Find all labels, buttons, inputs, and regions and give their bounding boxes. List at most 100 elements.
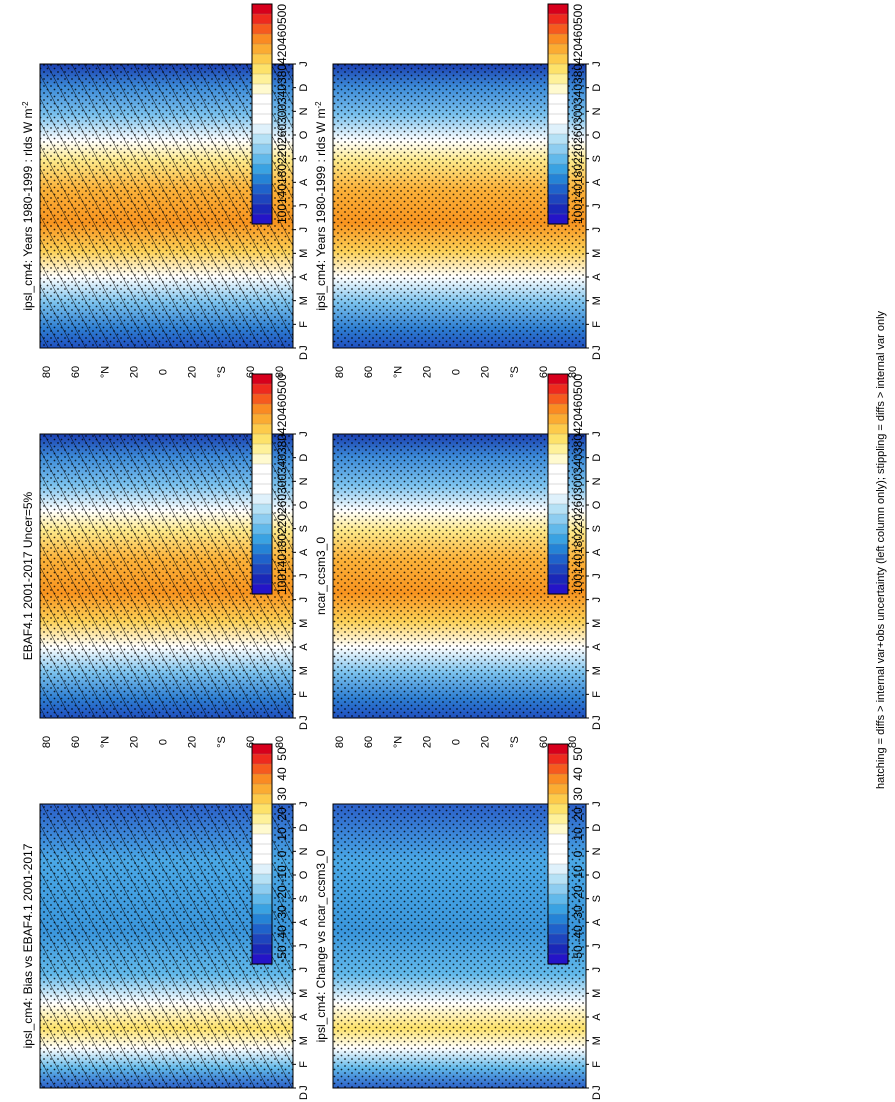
- colorbar-swatch: [251, 573, 273, 585]
- x-tick-label: J: [298, 61, 310, 67]
- colorbar-label: 340: [275, 84, 289, 104]
- x-tick-label: A: [298, 548, 310, 556]
- colorbar-swatch: [251, 213, 273, 225]
- colorbar-swatch: [251, 173, 273, 185]
- colorbar-swatch: [547, 493, 569, 505]
- colorbar-swatch: [547, 183, 569, 195]
- colorbar-swatch: [251, 493, 273, 505]
- x-tick-label: J: [298, 597, 310, 603]
- colorbar-swatch: [251, 43, 273, 55]
- colorbar-label: 300: [275, 474, 289, 494]
- colorbar-swatch: [547, 823, 569, 835]
- y-tick-label: 80: [334, 736, 346, 748]
- colorbar-swatch: [251, 793, 273, 805]
- x-tick-label: S: [298, 895, 310, 902]
- colorbar-label: 220: [275, 144, 289, 164]
- colorbar-label: 380: [275, 434, 289, 454]
- colorbar-swatch: [547, 103, 569, 115]
- colorbar-swatch: [251, 803, 273, 815]
- y-tick-label: 60: [363, 366, 375, 378]
- colorbar-label: -50: [571, 945, 585, 963]
- colorbar-swatch: [251, 823, 273, 835]
- colorbar-label: 180: [571, 534, 585, 554]
- colorbar-label: -40: [275, 925, 289, 943]
- colorbar-swatch: [547, 73, 569, 85]
- colorbar-swatch: [251, 83, 273, 95]
- colorbar-frame: [251, 3, 273, 225]
- colorbar-swatch: [251, 443, 273, 455]
- colorbar-label: -10: [275, 865, 289, 883]
- colorbar-frame: [251, 743, 273, 965]
- x-tick-label: M: [591, 1036, 603, 1045]
- colorbar-bottom-left: 50 40 30 20 10 0 -10 -20 -30 -40 -50: [251, 743, 289, 965]
- y-tick-label: 80: [567, 366, 579, 378]
- x-tick-label: D: [591, 824, 603, 832]
- x-tick-label: D: [591, 84, 603, 92]
- panel-bottom-right: ipsl_cm4: Change vs ncar_ccsm3_0 J F M A M J J A…: [314, 801, 603, 1100]
- colorbar-swatch: [251, 553, 273, 565]
- x-tick-label: M: [298, 666, 310, 675]
- colorbar-swatch: [251, 523, 273, 535]
- y-end-label: D: [591, 352, 603, 360]
- colorbar-swatch: [251, 873, 273, 885]
- x-tick-label: S: [591, 895, 603, 902]
- colorbar-swatch: [547, 773, 569, 785]
- colorbar-swatch: [547, 903, 569, 915]
- x-tick-label: M: [298, 296, 310, 305]
- colorbar-swatch: [547, 853, 569, 865]
- hatching-overlay: [40, 434, 293, 718]
- colorbar-swatch: [547, 483, 569, 495]
- colorbar-label: 260: [571, 494, 585, 514]
- colorbar-swatch: [251, 743, 273, 755]
- colorbar-swatch: [251, 533, 273, 545]
- figure-footnote: hatching = diffs > internal var+obs unce…: [875, 310, 887, 789]
- x-tick-label: M: [591, 666, 603, 675]
- colorbar-label: 260: [571, 124, 585, 144]
- x-tick-label: J: [591, 597, 603, 603]
- panel-title: ipsl_cm4: Change vs ncar_ccsm3_0: [314, 849, 328, 1042]
- colorbar-swatch: [547, 953, 569, 965]
- x-tick-label: M: [591, 619, 603, 628]
- colorbar-swatch: [547, 23, 569, 35]
- x-tick-label: F: [591, 691, 603, 698]
- colorbar-label: 420: [571, 414, 585, 434]
- y-tick-label: 0: [451, 739, 463, 745]
- y-tick-label: 20: [187, 366, 199, 378]
- colorbar-label: 220: [275, 514, 289, 534]
- x-tick-label: J: [591, 61, 603, 67]
- colorbar-swatch: [251, 833, 273, 845]
- colorbar-swatch: [547, 163, 569, 175]
- colorbar-swatch: [547, 923, 569, 935]
- colorbar-swatch: [251, 513, 273, 525]
- colorbar-swatch: [251, 763, 273, 775]
- colorbar-swatch: [547, 543, 569, 555]
- colorbar-label: 500: [275, 4, 289, 24]
- colorbar-swatch: [547, 43, 569, 55]
- colorbar-swatch: [251, 193, 273, 205]
- panel-title-superscript: -2: [314, 101, 323, 109]
- y-tick-label: °N: [99, 366, 111, 378]
- colorbar-swatch: [547, 83, 569, 95]
- x-tick-label: O: [298, 500, 310, 509]
- colorbar-label: 140: [275, 554, 289, 574]
- colorbar-swatch: [251, 423, 273, 435]
- colorbar-swatch: [251, 843, 273, 855]
- colorbar-swatch: [251, 53, 273, 65]
- x-tick-label: A: [298, 178, 310, 186]
- colorbar-swatch: [547, 843, 569, 855]
- colorbar-swatch: [251, 203, 273, 215]
- hatching-overlay: [40, 804, 293, 1088]
- y-tick-label: 0: [451, 369, 463, 375]
- colorbar-swatch: [547, 373, 569, 385]
- x-tick-label: N: [298, 477, 310, 485]
- y-tick-label: 60: [538, 366, 550, 378]
- panel-title: EBAF4.1 2001-2017 Uncer=5%: [21, 491, 35, 660]
- panel-title: ncar_ccsm3_0: [314, 537, 328, 615]
- colorbar-swatch: [547, 743, 569, 755]
- x-tick-label: D: [591, 454, 603, 462]
- y-end-label: D: [298, 352, 310, 360]
- x-tick-label: J: [298, 1085, 310, 1091]
- colorbar-label: 380: [571, 434, 585, 454]
